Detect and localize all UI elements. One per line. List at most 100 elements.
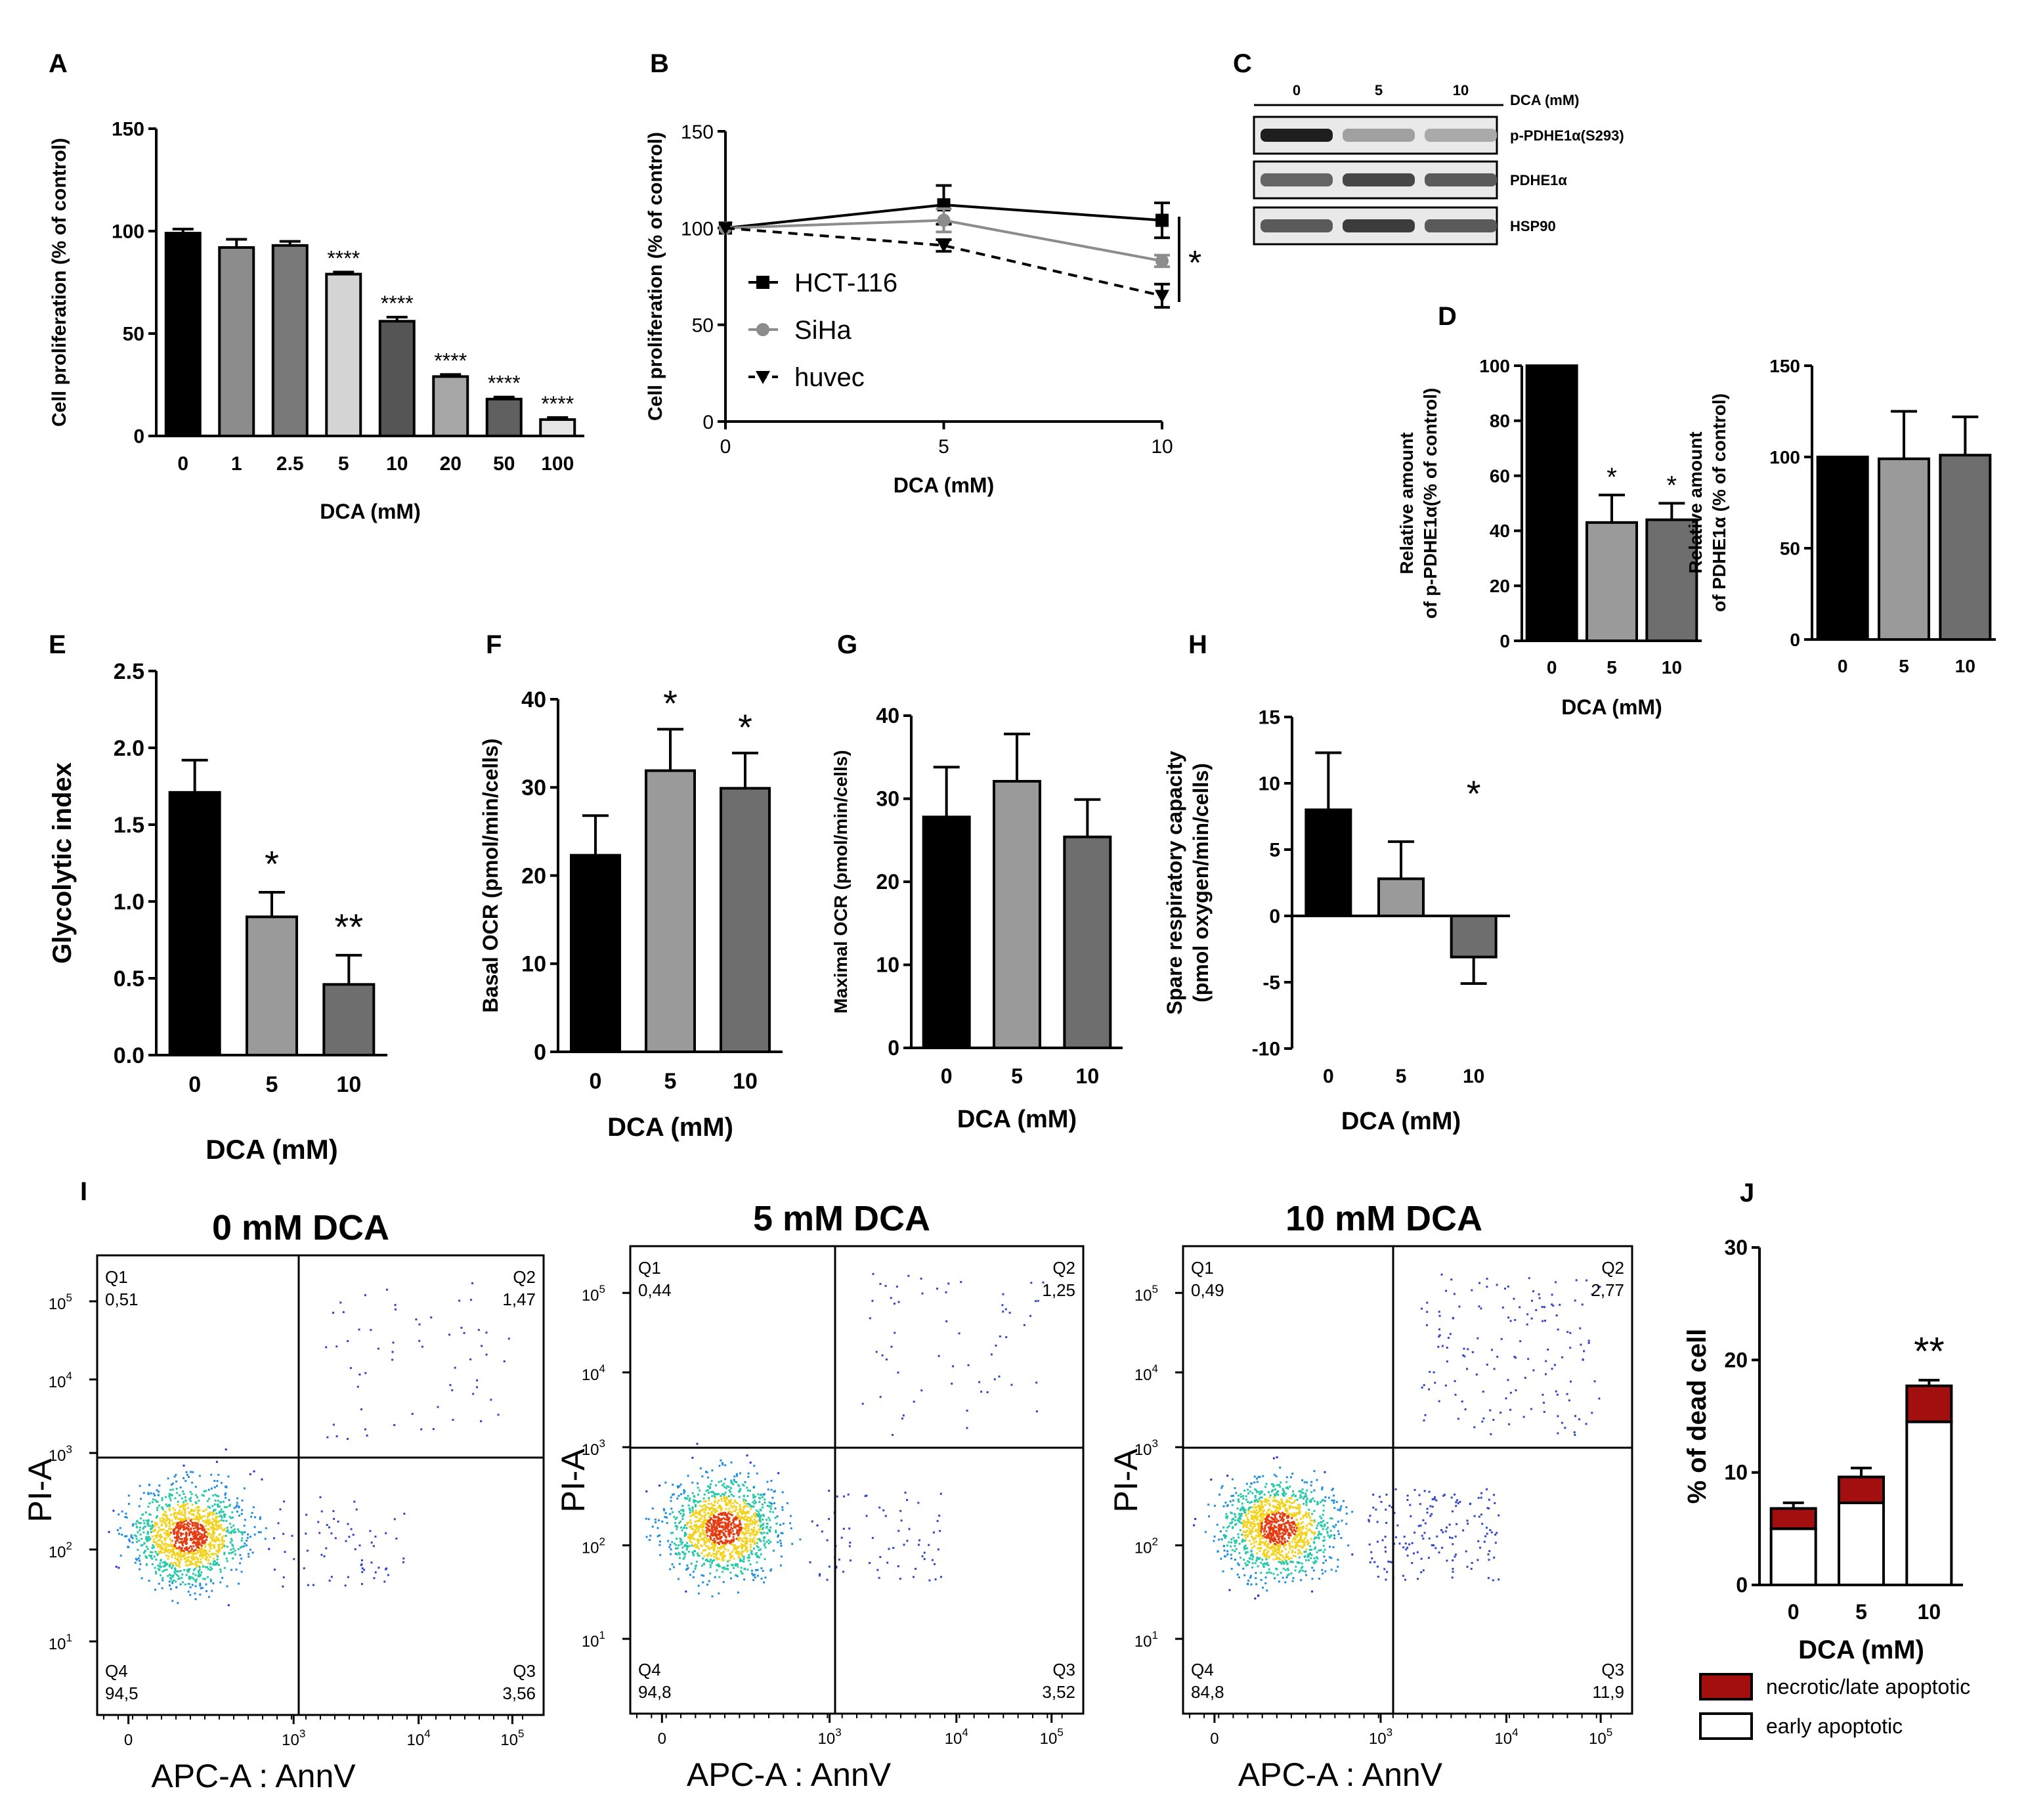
flow-event (1294, 1533, 1297, 1536)
flow-event (751, 1521, 754, 1523)
flow-event (326, 1524, 328, 1527)
flow-event (1249, 1506, 1252, 1509)
flow-event (205, 1553, 207, 1555)
flow-event (1279, 1515, 1282, 1517)
flow-event (332, 1423, 335, 1426)
j-y-label: % of dead cell (1683, 1329, 1712, 1504)
a-x-tick-label: 2.5 (276, 453, 304, 475)
flow-event (695, 1564, 697, 1567)
flow-event (231, 1511, 234, 1513)
flow-event (691, 1533, 694, 1536)
flow-event (1237, 1498, 1240, 1501)
flow-event (1435, 1547, 1437, 1549)
h-bar-0 (1305, 808, 1352, 918)
flow-event (1285, 1556, 1287, 1559)
flow-event (209, 1547, 212, 1549)
flow-event (156, 1515, 158, 1517)
flow-event (752, 1533, 754, 1536)
a-bar-6 (485, 397, 523, 438)
flow-event (1372, 1506, 1375, 1509)
flow-event (1275, 1530, 1278, 1532)
flow-event (1261, 1537, 1263, 1540)
flow-event (723, 1547, 725, 1549)
flow-event (731, 1514, 733, 1517)
flow-event (175, 1565, 178, 1567)
flow-event (701, 1574, 703, 1576)
flow-event (192, 1578, 195, 1580)
flow-event (1293, 1514, 1296, 1517)
d1-y-tick-label: 60 (1490, 466, 1510, 486)
flow-event (202, 1564, 204, 1567)
flow-event (1263, 1544, 1266, 1546)
flow-event (200, 1552, 202, 1555)
flow-event (1261, 1534, 1263, 1537)
flow-event (1324, 1525, 1326, 1528)
flow-event (923, 1551, 926, 1554)
a-y-label: Cell proliferation (% of control) (49, 138, 70, 427)
flow-event (1524, 1377, 1526, 1379)
flow-event (217, 1495, 220, 1498)
flow-event (1299, 1536, 1302, 1538)
flow-event (1226, 1504, 1229, 1507)
flow-event (1327, 1527, 1329, 1529)
flow-event (1316, 1527, 1318, 1530)
flow-event (1542, 1393, 1544, 1396)
flow-event (1242, 1498, 1245, 1500)
flow-event (166, 1532, 169, 1534)
flow-event (1245, 1513, 1247, 1516)
flow-q3-value: 3,52 (1042, 1682, 1075, 1702)
d1-bar-2 (1645, 518, 1698, 643)
flow-event (718, 1524, 721, 1527)
flow-event (370, 1329, 372, 1332)
flow-event (452, 1418, 454, 1421)
flow-event (1538, 1293, 1540, 1295)
flow-event (712, 1516, 715, 1519)
flow-event (1477, 1496, 1480, 1499)
flow-event (716, 1502, 719, 1504)
flow-event (687, 1521, 690, 1524)
flow-event (722, 1534, 725, 1536)
flow-event (735, 1525, 737, 1527)
flow-event (1298, 1571, 1301, 1573)
flow-event (317, 1521, 320, 1523)
flow-event (707, 1553, 710, 1556)
flow-event (995, 1344, 997, 1347)
flow-event (152, 1544, 154, 1547)
flow-event (209, 1506, 211, 1509)
flow-event (185, 1536, 188, 1539)
flow-event (223, 1567, 226, 1569)
flow-event (678, 1551, 680, 1554)
flow-event (196, 1525, 198, 1527)
flow-event (391, 1351, 394, 1353)
flow-event (1300, 1491, 1303, 1494)
flow-event (753, 1526, 756, 1528)
flow-event (169, 1573, 171, 1576)
flow-event (764, 1558, 766, 1561)
flow-event (742, 1500, 744, 1503)
flow-event (173, 1528, 176, 1530)
flow-event (689, 1497, 691, 1500)
flow-event (739, 1506, 741, 1508)
flow-event (756, 1574, 759, 1577)
flow-event (764, 1502, 766, 1504)
flow-event (1247, 1519, 1250, 1521)
flow-event (736, 1475, 739, 1477)
flow-event (184, 1504, 187, 1506)
flow-event (333, 1517, 335, 1520)
flow-event (1264, 1513, 1266, 1516)
flow-event (175, 1580, 177, 1583)
flow-event (1323, 1555, 1326, 1558)
flow-event (1279, 1506, 1282, 1509)
flow-event (655, 1521, 657, 1524)
flow-event (147, 1506, 150, 1508)
flow-event (1259, 1509, 1262, 1511)
flow-event (1237, 1533, 1240, 1536)
g-y-label: Maximal OCR (pmol/min/cells) (831, 750, 851, 1013)
flow-event (156, 1553, 158, 1555)
flow-event (746, 1540, 748, 1543)
flow-event (1223, 1549, 1226, 1552)
flow-event (1441, 1345, 1444, 1347)
flow-event (749, 1538, 752, 1540)
flow-event (139, 1559, 141, 1562)
flow-event (1507, 1286, 1509, 1288)
